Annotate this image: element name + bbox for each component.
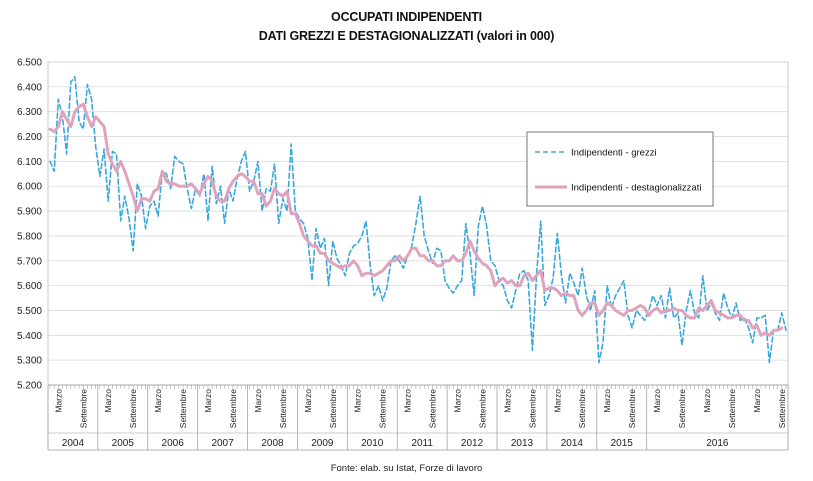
x-month-label: Settembre — [278, 389, 288, 428]
x-month-label: Marzo — [453, 389, 463, 413]
y-tick-label: 5.300 — [17, 356, 42, 367]
x-year-label: 2009 — [311, 438, 334, 449]
x-month-label: Settembre — [627, 389, 637, 428]
x-month-label: Settembre — [677, 389, 687, 428]
y-axis: 5.200 5.300 5.400 5.500 5.600 5.700 5.800 5.900… — [17, 58, 42, 392]
series-lines — [48, 76, 787, 364]
x-year-label: 2004 — [62, 438, 85, 449]
x-month-label: Marzo — [103, 389, 113, 413]
x-month-label: Settembre — [78, 389, 88, 428]
y-tick-label: 5.600 — [17, 281, 42, 292]
x-month-label: Marzo — [203, 389, 213, 413]
y-tick-label: 6.400 — [17, 82, 42, 93]
series-line-destagionalizzati — [48, 102, 784, 337]
y-tick-label: 5.500 — [17, 306, 42, 317]
x-month-label: Settembre — [777, 389, 787, 428]
x-month-label: Marzo — [253, 389, 263, 413]
x-axis: Marzo Settembre Marzo Settembre Marzo Settemb… — [47, 384, 789, 451]
chart-subtitle: DATI GREZZI E DESTAGIONALIZZATI (valori … — [258, 29, 555, 43]
x-month-label: Marzo — [552, 389, 562, 413]
y-tick-label: 5.700 — [17, 256, 42, 267]
x-month-label: Marzo — [652, 389, 662, 413]
y-tick-label: 6.300 — [17, 107, 42, 118]
legend-label: Indipendenti - destagionalizzati — [571, 183, 701, 194]
chart-title: OCCUPATI INDIPENDENTI — [331, 10, 482, 24]
x-year-label: 2006 — [162, 438, 185, 449]
x-year-label: 2015 — [611, 438, 634, 449]
x-month-label: Marzo — [702, 389, 712, 413]
x-month-label: Marzo — [353, 389, 363, 413]
x-month-label: Settembre — [477, 389, 487, 428]
y-tick-label: 6.100 — [17, 157, 42, 168]
legend: Indipendenti - grezzi Indipendenti - dest… — [526, 131, 714, 207]
x-month-label: Settembre — [727, 389, 737, 428]
x-year-label: 2007 — [211, 438, 234, 449]
x-month-label: Marzo — [153, 389, 163, 413]
x-year-label: 2013 — [511, 438, 534, 449]
x-month-label: Settembre — [428, 389, 438, 428]
y-tick-label: 5.200 — [17, 381, 42, 392]
x-year-label: 2011 — [411, 438, 433, 449]
y-tick-label: 5.400 — [17, 331, 42, 342]
x-month-label: Settembre — [228, 389, 238, 428]
legend-box — [526, 131, 714, 207]
series-line-grezzi — [49, 76, 787, 364]
plot-border — [47, 61, 789, 386]
grid-lines — [47, 61, 789, 386]
x-year-label: 2005 — [112, 438, 135, 449]
x-year-label: 2008 — [261, 438, 284, 449]
y-tick-label: 6.000 — [17, 182, 42, 193]
x-month-label: Settembre — [527, 389, 537, 428]
x-year-label: 2012 — [461, 438, 484, 449]
x-month-label: Settembre — [178, 389, 188, 428]
y-tick-label: 5.800 — [17, 231, 42, 242]
x-month-label: Settembre — [328, 389, 338, 428]
x-month-label: Settembre — [577, 389, 587, 428]
x-month-label: Marzo — [403, 389, 413, 413]
source-note: Fonte: elab. su Istat, Forze di lavoro — [330, 463, 483, 474]
x-month-label: Marzo — [752, 389, 762, 413]
x-month-label: Settembre — [378, 389, 388, 428]
x-month-label: Marzo — [53, 389, 63, 413]
y-tick-label: 5.900 — [17, 207, 42, 218]
x-month-label: Marzo — [502, 389, 512, 413]
x-year-label: 2014 — [561, 438, 584, 449]
legend-label: Indipendenti - grezzi — [571, 148, 657, 159]
x-month-label: Settembre — [128, 389, 138, 428]
x-year-label: 2010 — [361, 438, 384, 449]
y-tick-label: 6.500 — [17, 58, 42, 69]
x-year-label: 2016 — [706, 438, 729, 449]
y-tick-label: 6.200 — [17, 132, 42, 143]
x-month-label: Marzo — [602, 389, 612, 413]
x-month-label: Marzo — [303, 389, 313, 413]
